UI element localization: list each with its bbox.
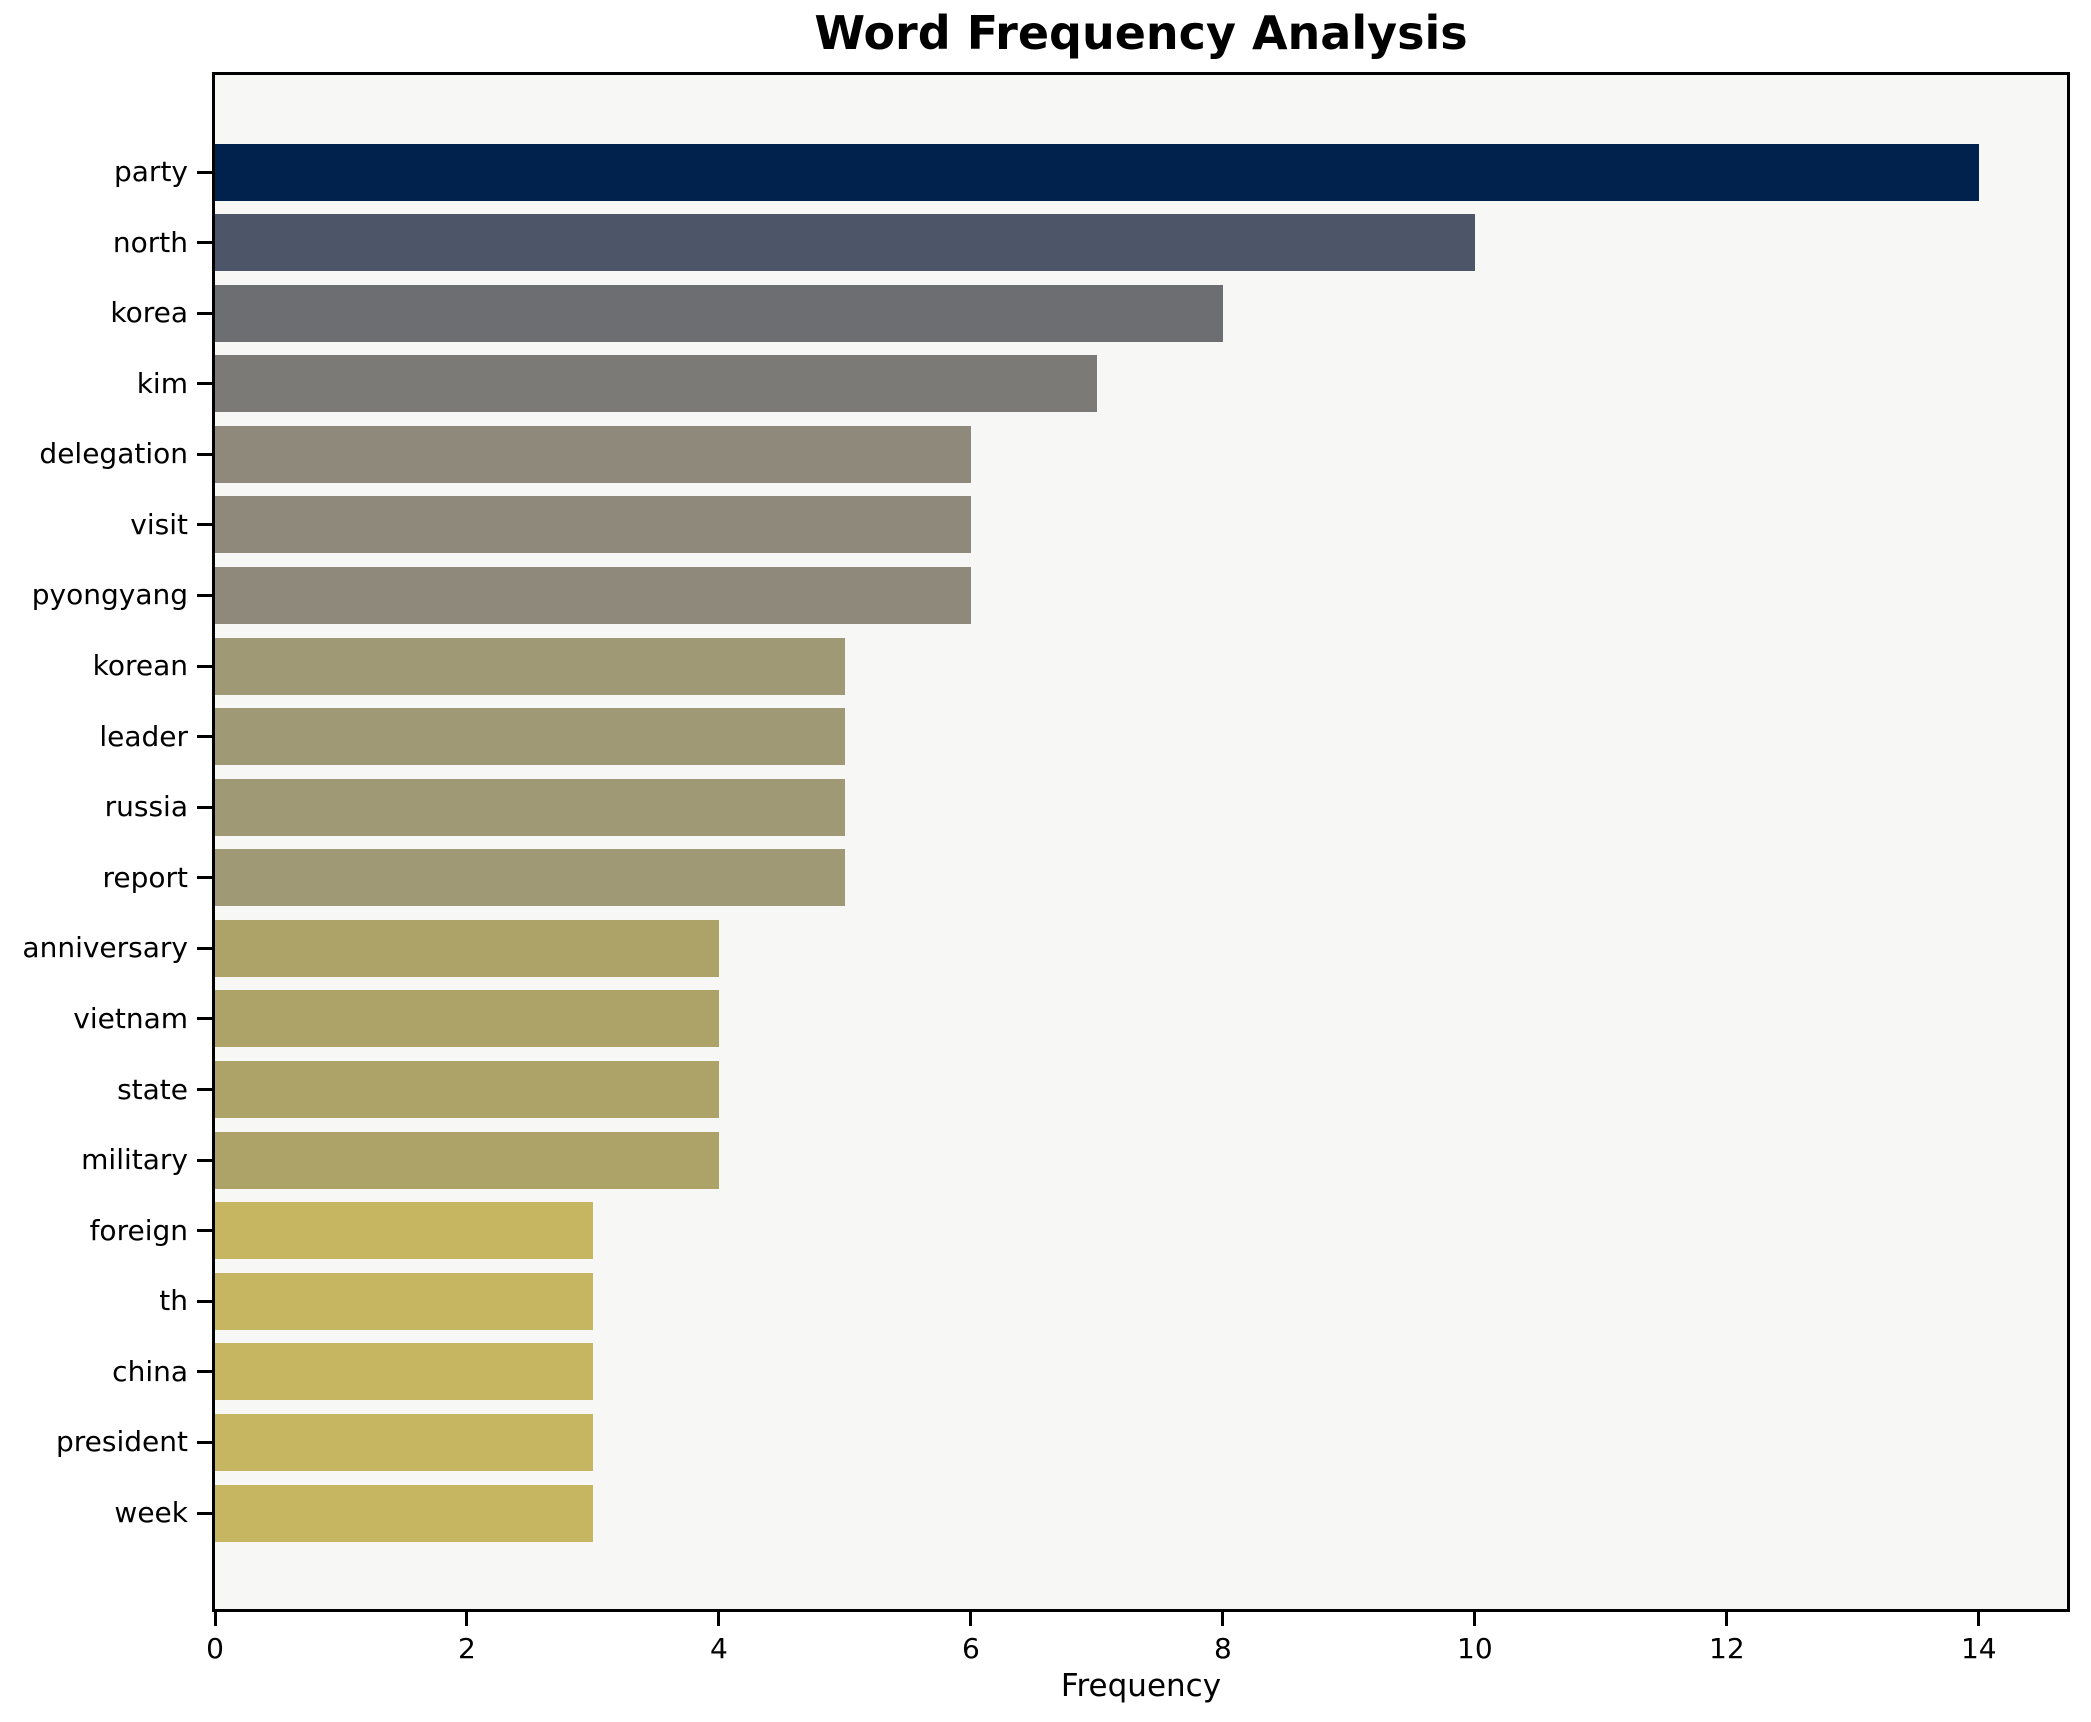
y-tick xyxy=(197,241,212,245)
x-tick xyxy=(1725,1612,1729,1626)
y-tick xyxy=(197,735,212,739)
y-tick-label-week: week xyxy=(114,1496,188,1529)
bar-visit xyxy=(215,496,971,554)
bar-anniversary xyxy=(215,919,719,977)
x-tick-label-12: 12 xyxy=(1709,1632,1745,1665)
y-tick-label-pyongyang: pyongyang xyxy=(31,578,188,612)
bar-russia xyxy=(215,778,845,836)
plot-area xyxy=(212,72,2070,1612)
y-tick-label-visit: visit xyxy=(130,507,188,541)
x-tick-label-8: 8 xyxy=(1213,1632,1232,1665)
x-tick xyxy=(1221,1612,1225,1626)
x-axis: 0 2 4 6 8 10 12 14 xyxy=(206,1612,2067,1692)
y-tick-label-leader: leader xyxy=(99,719,188,753)
x-axis-label: Frequency xyxy=(1060,1668,1222,1704)
y-tick-label-north: north xyxy=(112,225,188,259)
x-tick-label-6: 6 xyxy=(961,1632,980,1665)
x-tick-label-0: 0 xyxy=(206,1632,224,1665)
y-tick-label-china: china xyxy=(112,1354,188,1388)
y-tick-label-anniversary: anniversary xyxy=(22,931,188,965)
y-tick xyxy=(197,1158,212,1162)
y-tick xyxy=(197,170,212,174)
x-tick xyxy=(717,1612,721,1626)
y-tick xyxy=(197,664,212,668)
y-tick xyxy=(197,523,212,527)
bar-th xyxy=(215,1272,593,1330)
y-tick xyxy=(197,1370,212,1374)
y-tick xyxy=(197,382,212,386)
y-tick xyxy=(197,946,212,950)
y-tick xyxy=(197,1229,212,1233)
y-tick xyxy=(197,593,212,597)
bar-kim xyxy=(215,355,1097,413)
x-tick xyxy=(465,1612,469,1626)
y-tick xyxy=(197,452,212,456)
x-tick xyxy=(1473,1612,1477,1626)
y-tick xyxy=(197,1440,212,1444)
y-tick-label-state: state xyxy=(117,1072,188,1106)
x-tick-label-14: 14 xyxy=(1960,1632,1997,1665)
bar-korean xyxy=(215,637,845,695)
bar-vietnam xyxy=(215,990,719,1048)
bar-military xyxy=(215,1131,719,1189)
bar-leader xyxy=(215,708,845,766)
y-tick xyxy=(197,1088,212,1092)
x-tick xyxy=(213,1612,217,1626)
bar-foreign xyxy=(215,1202,593,1260)
y-tick xyxy=(197,311,212,315)
bar-north xyxy=(215,214,1475,272)
x-tick-label-10: 10 xyxy=(1457,1632,1493,1665)
y-tick-label-russia: russia xyxy=(104,790,188,824)
bar-report xyxy=(215,849,845,907)
y-tick-label-korean: korean xyxy=(92,649,188,683)
x-tick xyxy=(969,1612,973,1626)
y-tick-label-president: president xyxy=(56,1425,188,1459)
y-tick-label-foreign: foreign xyxy=(89,1213,188,1247)
x-tick-label-2: 2 xyxy=(458,1632,476,1665)
y-tick-label-kim: kim xyxy=(136,366,188,400)
bar-delegation xyxy=(215,425,971,483)
bar-president xyxy=(215,1413,593,1471)
y-tick-label-party: party xyxy=(114,155,188,188)
y-tick xyxy=(197,1017,212,1021)
y-tick-label-korea: korea xyxy=(110,296,188,330)
x-tick xyxy=(1977,1612,1981,1626)
bar-state xyxy=(215,1061,719,1119)
bar-china xyxy=(215,1343,593,1401)
y-tick-label-th: th xyxy=(159,1284,188,1318)
y-axis: party north korea kim delegation visit pyongya… xyxy=(0,72,212,1612)
y-tick-label-vietnam: vietnam xyxy=(73,1001,188,1035)
y-tick xyxy=(197,1511,212,1515)
y-tick-label-report: report xyxy=(102,860,188,894)
x-tick-label-4: 4 xyxy=(710,1632,728,1665)
y-tick-label-military: military xyxy=(81,1143,188,1177)
bar-korea xyxy=(215,284,1223,342)
y-tick xyxy=(197,1299,212,1303)
y-tick-label-delegation: delegation xyxy=(39,437,188,471)
bar-party xyxy=(215,143,1979,201)
chart-title: Word Frequency Analysis xyxy=(814,6,1468,60)
bar-week xyxy=(215,1484,593,1542)
y-tick xyxy=(197,876,212,880)
y-tick xyxy=(197,805,212,809)
bar-pyongyang xyxy=(215,566,971,624)
